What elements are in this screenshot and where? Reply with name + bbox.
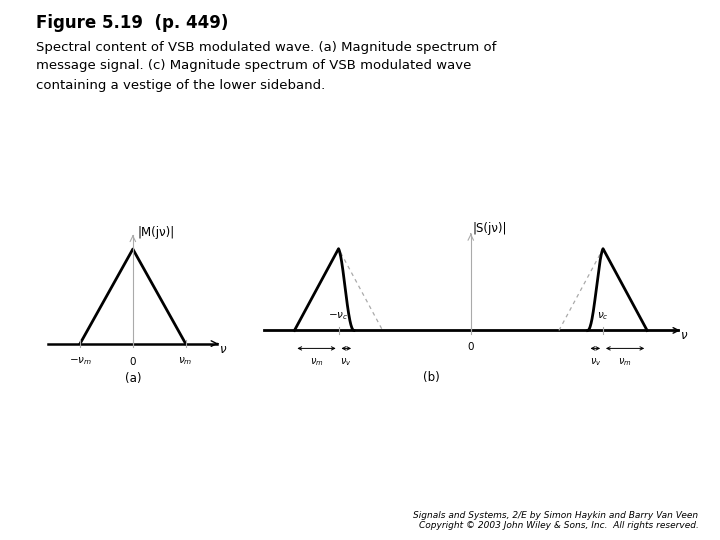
Text: |S(jν)|: |S(jν)| [473,222,508,235]
Text: Figure 5.19  (p. 449): Figure 5.19 (p. 449) [36,14,228,31]
Text: $\nu_c$: $\nu_c$ [597,310,609,322]
Text: $\nu_m$: $\nu_m$ [310,356,323,368]
Text: $-\nu_m$: $-\nu_m$ [68,355,91,367]
Text: $0$: $0$ [129,355,137,367]
Text: $\nu_m$: $\nu_m$ [618,356,632,368]
Text: |M(jν)|: |M(jν)| [137,226,174,239]
Text: $-\nu_c$: $-\nu_c$ [328,310,348,322]
Text: (a): (a) [125,372,141,385]
Text: $\nu_v$: $\nu_v$ [590,356,601,368]
Text: Spectral content of VSB modulated wave. (a) Magnitude spectrum of
message signal: Spectral content of VSB modulated wave. … [36,40,496,91]
Text: $\nu_m$: $\nu_m$ [179,355,193,367]
Text: Signals and Systems, 2/E by Simon Haykin and Barry Van Veen
Copyright © 2003 Joh: Signals and Systems, 2/E by Simon Haykin… [413,511,698,530]
Text: (b): (b) [423,372,439,384]
Text: $0$: $0$ [467,340,474,352]
Text: $\nu_v$: $\nu_v$ [341,356,352,368]
Text: ν: ν [220,343,227,356]
Text: ν: ν [681,329,688,342]
